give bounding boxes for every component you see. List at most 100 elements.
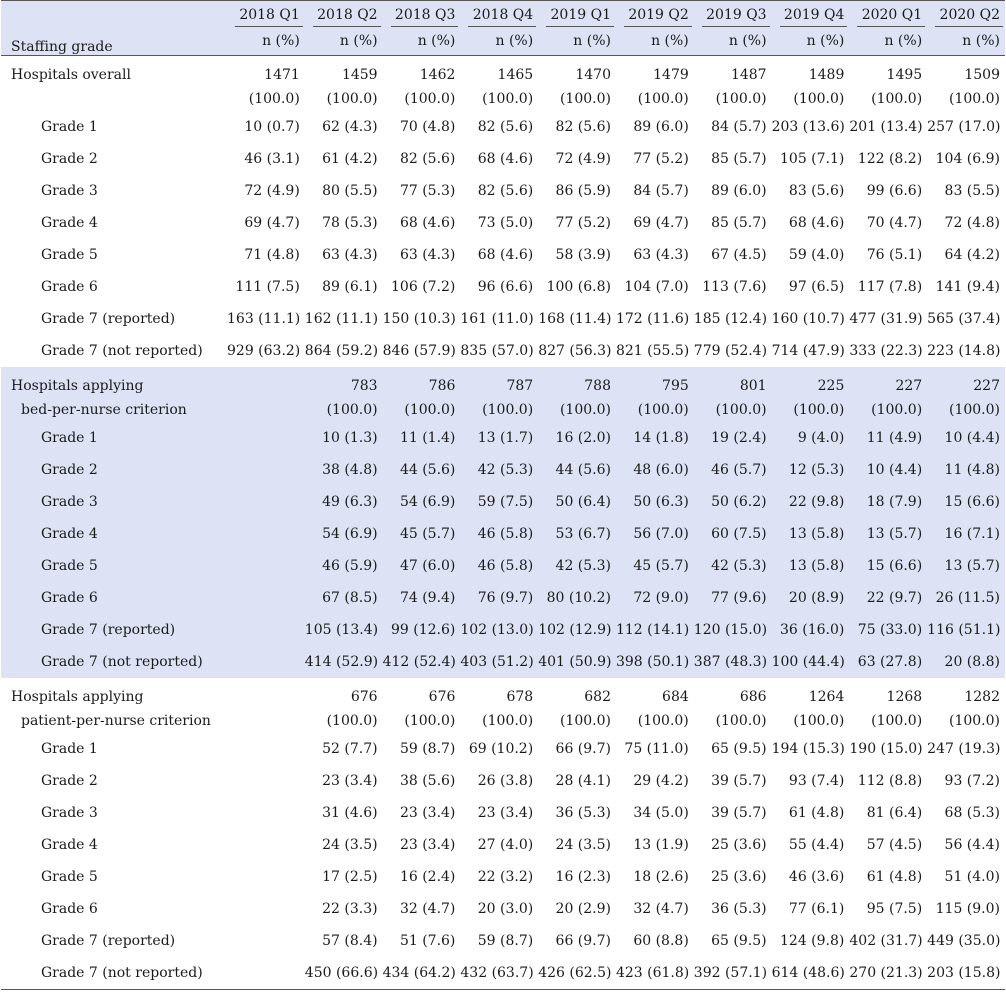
value-cell: 223 (14.8) — [927, 343, 1001, 359]
value-cell: 99 (6.6) — [866, 183, 923, 199]
value-cell: 46 (5.8) — [460, 550, 539, 582]
value-cell: 42 (5.3) — [693, 550, 772, 582]
value-cell: 77 (6.1) — [788, 901, 845, 917]
section-bed-per-nurse: Hospitals applying bed-per-nurse criterio… — [1, 367, 1005, 678]
group-total-cell: 1479 (100.0) — [616, 56, 694, 111]
table-row: Grade 1 10 (0.7) 62 (4.3) 70 (4.8) 82 (5.6) 8… — [1, 111, 1005, 143]
value-cell: 65 (9.5) — [711, 741, 767, 757]
group-total-cell: 1509 (100.0) — [927, 56, 1005, 111]
value-cell: 80 (10.2) — [538, 582, 616, 614]
value-cell — [227, 893, 305, 925]
total-count: 801 — [739, 378, 767, 394]
value-cell: 46 (5.8) — [460, 518, 539, 550]
value-cell: 22 (9.7) — [849, 582, 928, 614]
value-cell: 20 (3.0) — [477, 901, 534, 917]
table-row: Grade 4 54 (6.9) 45 (5.7) 46 (5.8) 53 (6.7) 5… — [1, 518, 1005, 550]
value-cell: 20 (8.8) — [927, 646, 1005, 678]
total-count: 682 — [584, 689, 611, 705]
value-cell: 13 (5.8) — [771, 550, 850, 582]
value-cell: 77 (5.3) — [399, 183, 456, 199]
value-cell: 270 (21.3) — [849, 957, 928, 990]
value-cell — [227, 454, 305, 486]
group-total-cell: 227 (100.0) — [849, 367, 928, 422]
value-cell: 387 (48.3) — [693, 646, 772, 678]
value-cell: 77 (5.2) — [633, 151, 689, 167]
total-percent: (100.0) — [793, 713, 845, 729]
group-total-cell: 1471 (100.0) — [227, 56, 305, 111]
value-cell: 96 (6.6) — [477, 279, 534, 295]
value-cell: 50 (6.4) — [538, 486, 616, 518]
total-count: 1264 — [808, 689, 845, 705]
total-percent: (100.0) — [715, 402, 767, 418]
group-total-cell: 783 (100.0) — [304, 367, 383, 422]
quarter-label: 2018 Q3 — [390, 7, 459, 27]
group-label-line: Hospitals overall — [11, 67, 131, 83]
value-cell: 89 (6.0) — [711, 183, 767, 199]
value-cell: 42 (5.3) — [460, 454, 539, 486]
value-cell — [227, 829, 305, 861]
total-count: 225 — [817, 378, 845, 394]
value-cell: 81 (6.4) — [866, 805, 923, 821]
value-cell: 412 (52.4) — [382, 646, 461, 678]
value-cell: 18 (7.9) — [849, 486, 928, 518]
quarter-header: 2019 Q4 — [771, 0, 850, 27]
value-cell: 53 (6.7) — [538, 518, 616, 550]
value-cell: 19 (2.4) — [693, 422, 772, 454]
value-cell: 162 (11.1) — [304, 311, 379, 327]
value-cell: 565 (37.4) — [927, 311, 1001, 327]
value-cell: 450 (66.6) — [304, 957, 383, 990]
group-total-cell: 1459 (100.0) — [305, 56, 383, 111]
value-cell: 82 (5.6) — [399, 151, 456, 167]
value-cell: 63 (4.3) — [633, 247, 689, 263]
value-cell: 449 (35.0) — [927, 933, 1001, 949]
value-cell: 105 (13.4) — [304, 614, 383, 646]
value-cell: 83 (5.5) — [944, 183, 1000, 199]
value-cell: 23 (3.4) — [477, 805, 534, 821]
value-cell: 45 (5.7) — [615, 550, 694, 582]
group-total-cell: 795 (100.0) — [615, 367, 694, 422]
total-count: 783 — [350, 378, 378, 394]
section-patient-per-nurse: Hospitals applying patient-per-nurse crit… — [1, 678, 1005, 990]
value-cell: 32 (4.7) — [399, 901, 456, 917]
quarter-label: 2019 Q2 — [623, 7, 692, 27]
table-row: Grade 6 22 (3.3) 32 (4.7) 20 (3.0) 20 (2.9) 3… — [1, 893, 1005, 925]
value-cell: 185 (12.4) — [693, 311, 768, 327]
value-cell: 78 (5.3) — [322, 215, 378, 231]
value-cell: 190 (15.0) — [849, 741, 923, 757]
value-cell: 117 (7.8) — [857, 279, 923, 295]
value-cell: 72 (9.0) — [615, 582, 694, 614]
total-count: 676 — [350, 689, 378, 705]
value-cell: 69 (10.2) — [468, 741, 534, 757]
group-total-cell: 686 (100.0) — [694, 678, 772, 733]
value-cell: 63 (27.8) — [849, 646, 928, 678]
value-cell: 99 (12.6) — [382, 614, 461, 646]
value-cell: 477 (31.9) — [849, 311, 923, 327]
value-cell: 72 (4.9) — [555, 151, 611, 167]
value-cell: 82 (5.6) — [477, 119, 534, 135]
value-cell: 116 (51.1) — [927, 614, 1005, 646]
value-cell: 46 (5.7) — [693, 454, 772, 486]
value-cell: 401 (50.9) — [538, 646, 616, 678]
value-cell: 403 (51.2) — [460, 646, 539, 678]
value-cell: 69 (4.7) — [633, 215, 689, 231]
value-cell — [227, 550, 305, 582]
table-row: Grade 1 52 (7.7) 59 (8.7) 69 (10.2) 66 (9.7)… — [1, 733, 1005, 765]
total-percent: (100.0) — [559, 402, 611, 418]
unit-header: n (%) — [927, 27, 1005, 56]
value-cell: 402 (31.7) — [849, 933, 923, 949]
value-cell: 23 (3.4) — [399, 805, 456, 821]
table-row: Grade 7 (not reported) 450 (66.6) 434 (64.… — [1, 957, 1005, 990]
value-cell: 63 (4.3) — [399, 247, 456, 263]
total-percent: (100.0) — [948, 402, 1000, 418]
value-cell: 25 (3.6) — [711, 837, 767, 853]
value-cell — [227, 486, 305, 518]
value-cell: 65 (9.5) — [711, 933, 767, 949]
unit-header: n (%) — [615, 27, 694, 56]
grade-label: Grade 6 — [41, 901, 98, 917]
value-cell: 67 (4.5) — [711, 247, 767, 263]
value-cell: 10 (4.4) — [927, 422, 1005, 454]
total-percent: (100.0) — [793, 91, 845, 107]
value-cell: 111 (7.5) — [235, 279, 300, 295]
value-cell: 42 (5.3) — [538, 550, 616, 582]
value-cell: 10 (0.7) — [244, 119, 300, 135]
